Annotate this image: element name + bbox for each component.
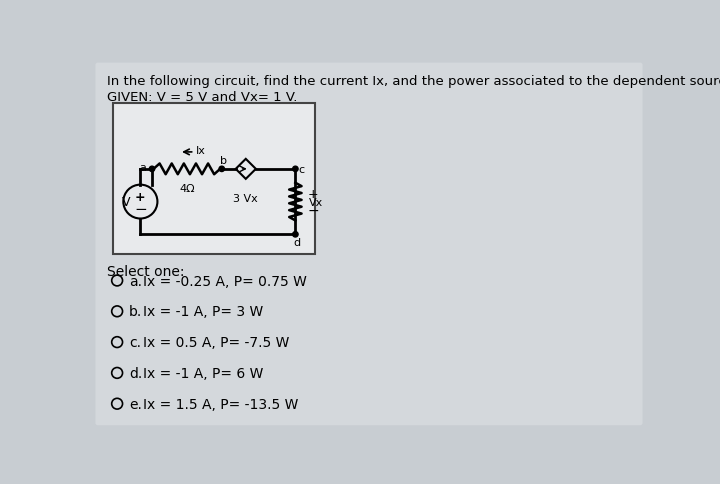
Text: Ix = 1.5 A, P= -13.5 W: Ix = 1.5 A, P= -13.5 W bbox=[143, 397, 298, 411]
Text: Vx: Vx bbox=[310, 197, 323, 207]
Text: V: V bbox=[122, 196, 130, 209]
Text: Ix: Ix bbox=[196, 146, 206, 156]
Circle shape bbox=[292, 167, 298, 172]
Text: a.: a. bbox=[129, 274, 142, 288]
Text: c: c bbox=[299, 165, 305, 175]
Text: Select one:: Select one: bbox=[107, 264, 184, 278]
Text: 4Ω: 4Ω bbox=[179, 183, 194, 193]
Text: 3 Vx: 3 Vx bbox=[233, 193, 258, 203]
Text: d: d bbox=[293, 238, 300, 247]
Text: Ix = -0.25 A, P= 0.75 W: Ix = -0.25 A, P= 0.75 W bbox=[143, 274, 307, 288]
Text: +: + bbox=[135, 190, 145, 203]
Text: −: − bbox=[307, 203, 320, 217]
Circle shape bbox=[219, 167, 225, 172]
Text: a: a bbox=[139, 163, 146, 173]
Text: c.: c. bbox=[129, 335, 140, 349]
Text: GIVEN: V = 5 V and Vx= 1 V.: GIVEN: V = 5 V and Vx= 1 V. bbox=[107, 91, 297, 103]
Text: d.: d. bbox=[129, 366, 142, 380]
Text: b.: b. bbox=[129, 304, 142, 318]
Text: Ix = -1 A, P= 3 W: Ix = -1 A, P= 3 W bbox=[143, 304, 263, 318]
Circle shape bbox=[292, 232, 298, 238]
Text: −: − bbox=[134, 202, 147, 216]
FancyBboxPatch shape bbox=[113, 104, 315, 254]
Text: b: b bbox=[220, 155, 227, 165]
Text: +: + bbox=[307, 187, 318, 200]
Text: In the following circuit, find the current Ix, and the power associated to the d: In the following circuit, find the curre… bbox=[107, 75, 720, 88]
Text: Ix = -1 A, P= 6 W: Ix = -1 A, P= 6 W bbox=[143, 366, 263, 380]
FancyBboxPatch shape bbox=[96, 63, 642, 425]
Circle shape bbox=[149, 167, 155, 172]
Text: Ix = 0.5 A, P= -7.5 W: Ix = 0.5 A, P= -7.5 W bbox=[143, 335, 289, 349]
Text: e.: e. bbox=[129, 397, 142, 411]
